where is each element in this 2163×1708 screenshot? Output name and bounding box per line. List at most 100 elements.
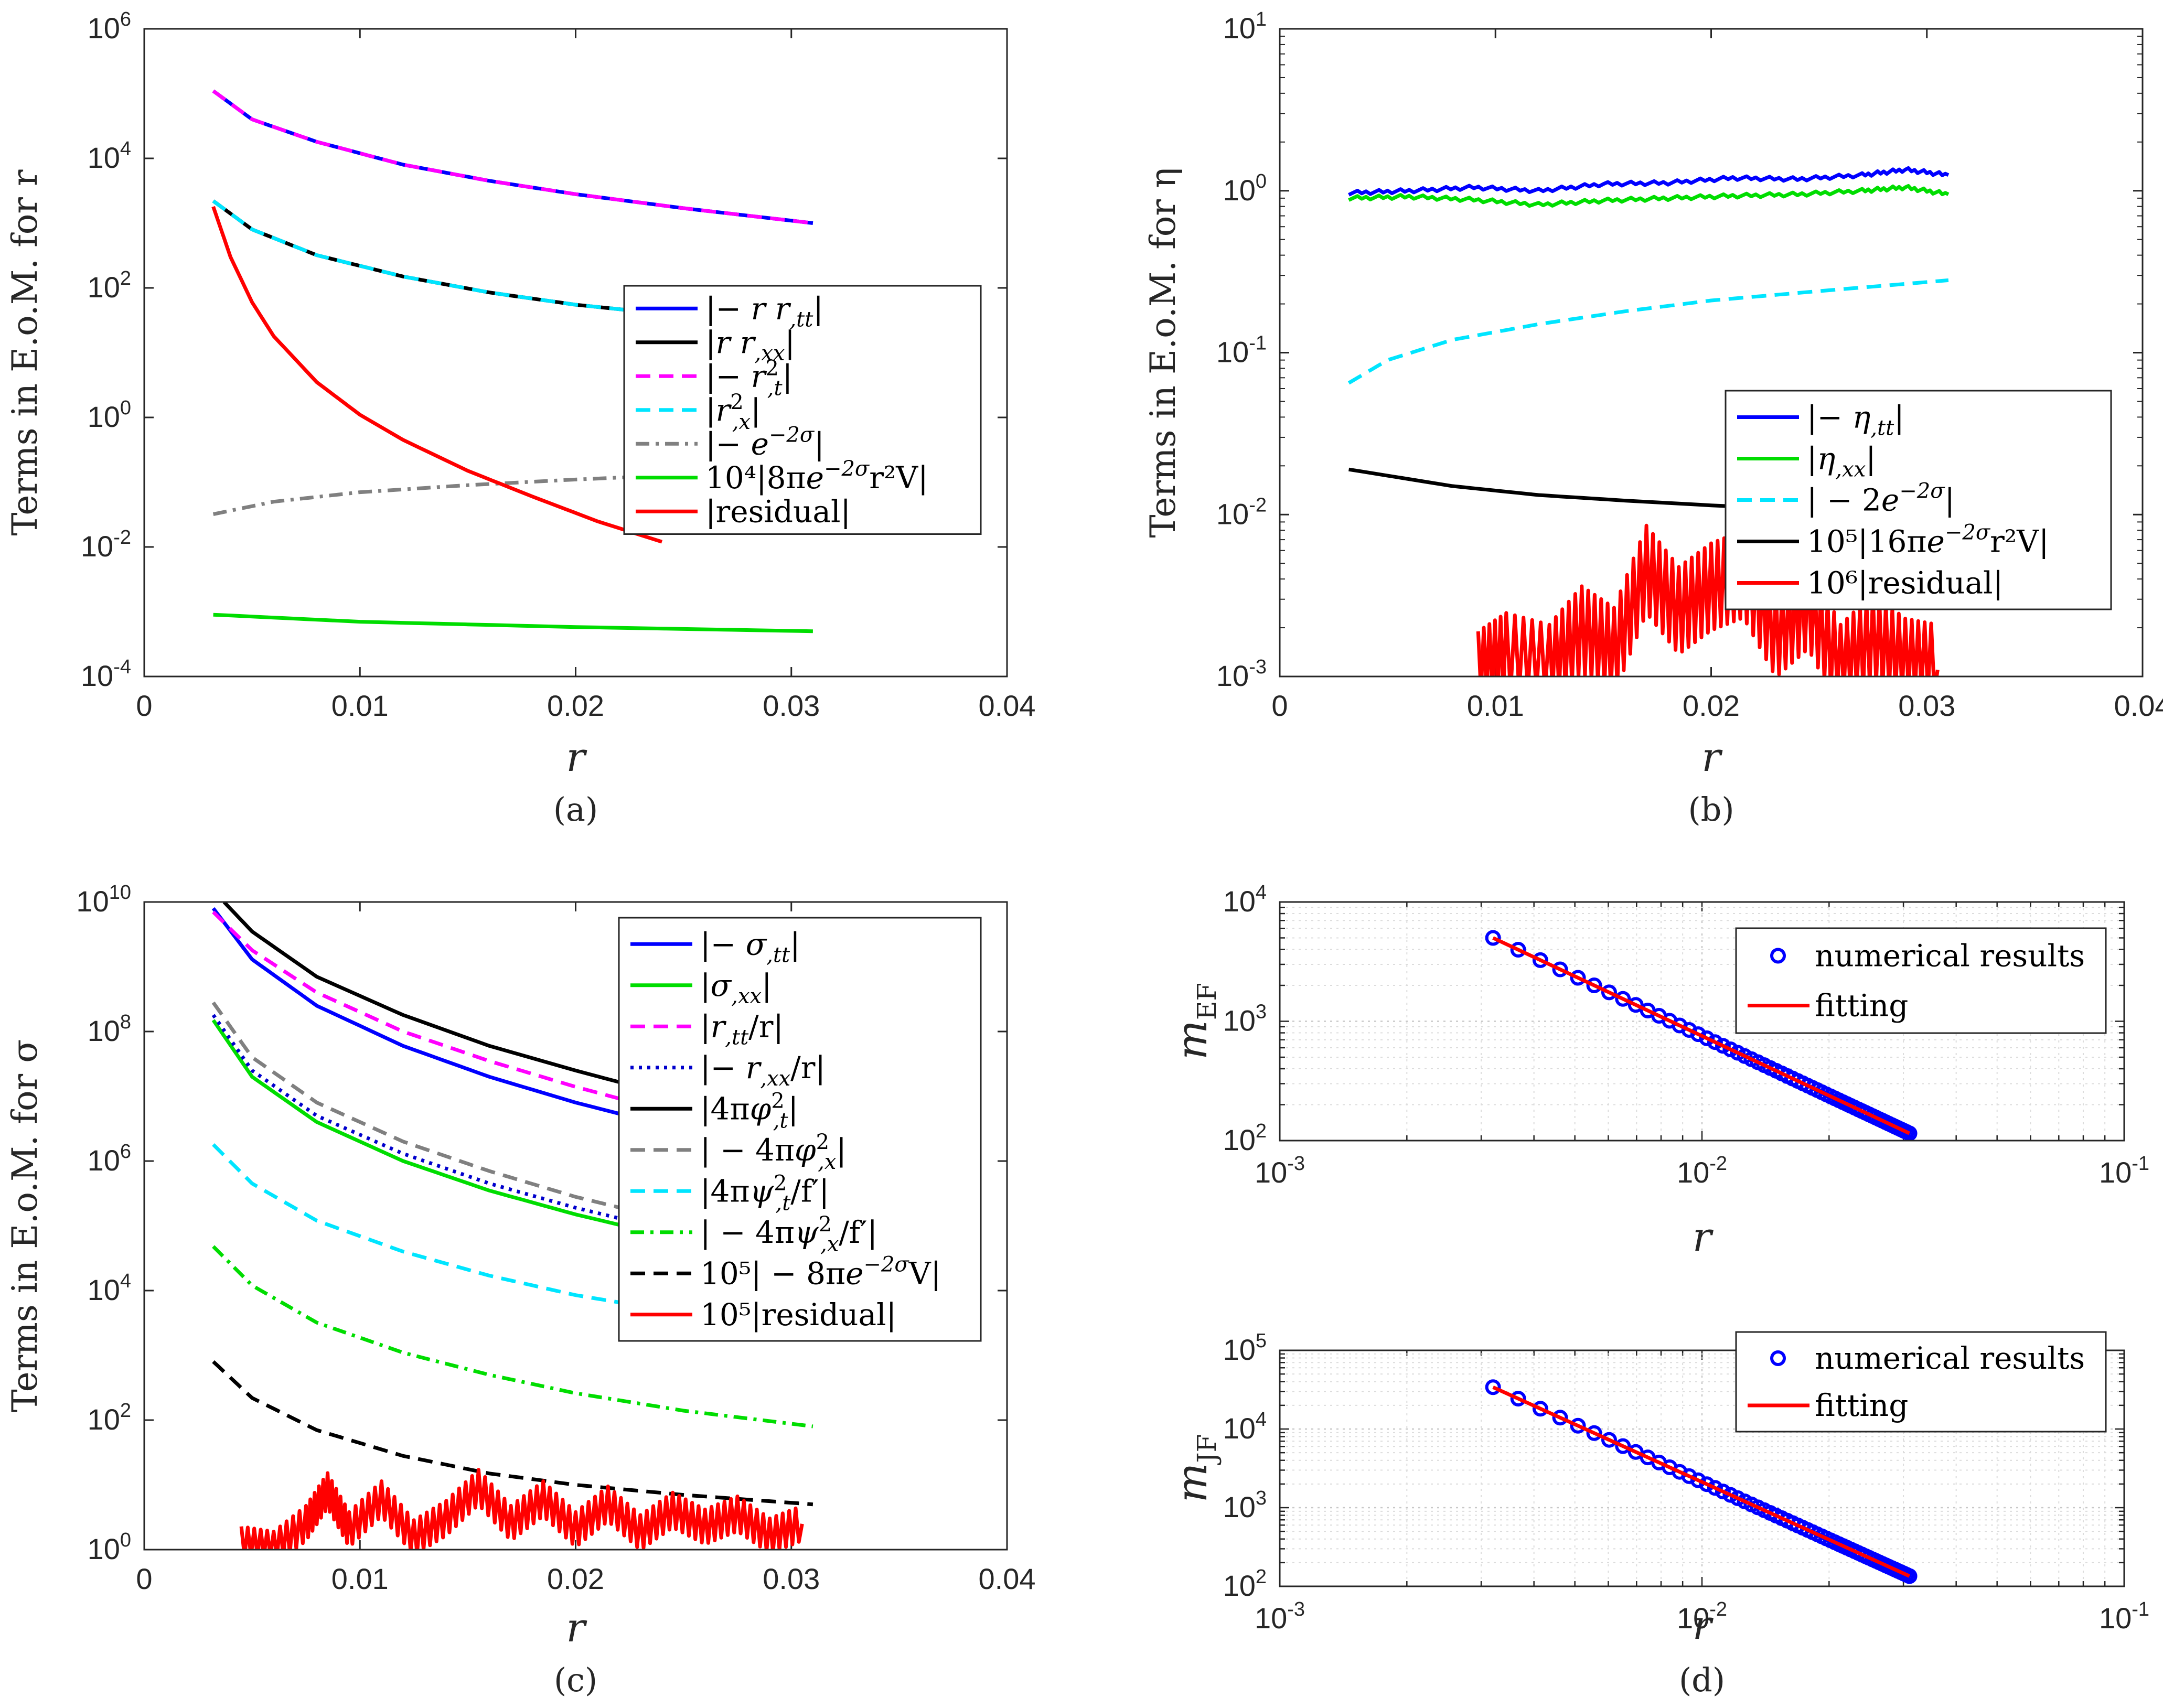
legend-label: |r,tt​/r| (700, 1008, 784, 1049)
data-point (1707, 1034, 1723, 1050)
fit-line (1492, 936, 1911, 1135)
panel-d2: 10-3 10-2 10-1 102 103 104 105 numerical result… (1168, 1330, 2149, 1699)
series-line-b-4 (1476, 523, 1940, 676)
y-tick-label: 102 (88, 267, 131, 304)
y-axis-label: Terms in E.o.M. for σ (5, 1039, 45, 1413)
axes-frame-b (1279, 28, 2144, 678)
legend-box-d1 (1735, 927, 2107, 1034)
panel-caption: (c) (554, 1661, 597, 1699)
x-tick-label: 0.03 (763, 689, 820, 722)
axes-frame-d1 (1279, 901, 2125, 1142)
series-line-c-8 (212, 1360, 813, 1507)
legend-label: fitting (1815, 1388, 1908, 1423)
series-line-a-5 (213, 613, 813, 633)
axes-frame-d2 (1279, 1349, 2125, 1587)
data-point (1552, 1410, 1568, 1426)
x-axis-label: r (566, 1604, 587, 1651)
y-tick-label: 108 (88, 1011, 131, 1047)
y-tick-label: 104 (1223, 882, 1267, 918)
x-tick-label: 0.04 (2114, 689, 2163, 722)
x-axis-label: r (1693, 1213, 1714, 1260)
legend-marker (1770, 948, 1786, 964)
y-tick-label: 106 (88, 1141, 131, 1177)
x-tick-label: 10-3 (1255, 1598, 1305, 1635)
data-point (1901, 1125, 1918, 1142)
panel-caption: (d) (1679, 1661, 1725, 1699)
panel-caption: (a) (553, 790, 598, 829)
legend-marker (1770, 1350, 1786, 1366)
x-tick-label: 10-2 (1677, 1598, 1727, 1635)
legend-label: fitting (1815, 988, 1908, 1024)
y-tick-label: 101 (1223, 8, 1267, 45)
y-axis-label: mJF (1168, 1434, 1222, 1503)
legend-label: |4πφ2,t​| (700, 1089, 798, 1133)
x-tick-label: 0 (136, 1562, 152, 1595)
x-tick-label: 0.03 (1898, 689, 1955, 722)
legend-label: numerical results (1815, 1340, 2085, 1376)
y-tick-label: 105 (1223, 1330, 1267, 1366)
y-tick-label: 100 (88, 1529, 131, 1565)
y-tick-label: 10-2 (81, 527, 131, 563)
legend-box-c (618, 917, 982, 1342)
data-point (1690, 1472, 1706, 1488)
y-tick-label: 102 (88, 1400, 131, 1436)
panel-a: 0 0.01 0.02 0.03 0.04 10-4 10-2 100 102 104 106 |− … (5, 8, 1036, 829)
data-point (1715, 1484, 1731, 1500)
y-tick-label: 10-4 (81, 656, 131, 692)
x-tick-label: 10-1 (2099, 1153, 2149, 1189)
legend-label: |− e−2σ​| (705, 423, 824, 461)
data-point (1627, 1444, 1644, 1460)
data-point (1615, 1438, 1631, 1454)
series-line-b-1 (1348, 184, 1950, 208)
legend-box-d2 (1735, 1331, 2107, 1433)
y-tick-label: 106 (88, 8, 131, 45)
x-tick-label: 0 (1271, 689, 1288, 722)
series-line-c-9 (239, 1468, 804, 1550)
data-point (1699, 1030, 1715, 1046)
x-tick-label: 0.01 (1467, 689, 1524, 722)
x-axis-label: r (1693, 1602, 1714, 1648)
legend-label: |4πψ2,t​/f′| (700, 1171, 829, 1215)
data-point (1627, 997, 1644, 1013)
panel-caption: (b) (1688, 790, 1734, 829)
axes-frame-c (143, 901, 1008, 1551)
data-point (1601, 984, 1617, 1001)
y-tick-label: 103 (1223, 1487, 1267, 1523)
data-point (1485, 930, 1501, 946)
legend-label: 10⁵|residual| (700, 1297, 896, 1333)
data-point (1570, 970, 1586, 986)
legend-label: |η,xx​| (1807, 441, 1876, 482)
axes-frame-a (143, 28, 1008, 678)
y-tick-label: 1010 (76, 882, 131, 918)
panel-b: 0 0.01 0.02 0.03 0.04 10-3 10-2 10-1 100 101 |− η,… (1143, 8, 2163, 829)
legend-label: | − 4πψ2,x​/f′| (700, 1212, 877, 1256)
series-line-c-7 (212, 1245, 813, 1428)
x-tick-label: 10-1 (2099, 1598, 2149, 1635)
data-point (1586, 977, 1602, 994)
data-point (1715, 1038, 1731, 1054)
legend-label: 10⁴|8πe−2σ​r²V| (705, 457, 928, 496)
y-tick-label: 100 (1223, 170, 1267, 207)
y-tick-label: 10-3 (1216, 656, 1267, 692)
series-line-b-2 (1347, 278, 1949, 385)
data-point (1901, 1568, 1918, 1584)
legend-label: |r2,x​| (705, 390, 761, 434)
data-point (1532, 1401, 1548, 1417)
data-point (1552, 961, 1568, 977)
y-tick-label: 104 (88, 1270, 131, 1306)
legend-label: |residual| (705, 493, 851, 529)
data-point (1532, 952, 1548, 968)
legend-label: | − 4πφ2,x​| (700, 1130, 847, 1174)
data-point (1707, 1480, 1723, 1496)
data-point (1485, 1379, 1501, 1395)
x-tick-label: 0.01 (331, 689, 389, 722)
series-line-a-2 (212, 89, 813, 225)
legend-label: |− r,xx​/r| (700, 1050, 826, 1091)
legend-label: numerical results (1815, 938, 2085, 974)
y-tick-label: 104 (1223, 1409, 1267, 1445)
legend-label: |− η,tt​| (1807, 400, 1904, 441)
y-axis-label: Terms in E.o.M. for η (1143, 167, 1183, 538)
legend-label: 10⁵| − 8πe−2σ​V| (700, 1252, 941, 1291)
x-tick-label: 10-2 (1677, 1153, 1727, 1189)
y-axis-label: mEF (1168, 983, 1222, 1060)
